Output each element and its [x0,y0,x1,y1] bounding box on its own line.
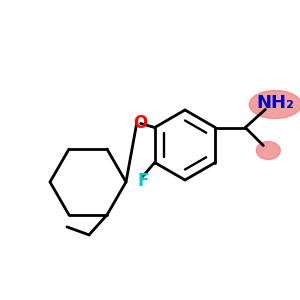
Text: NH₂: NH₂ [256,94,294,112]
Ellipse shape [256,142,280,160]
Ellipse shape [249,91,300,118]
Text: F: F [137,172,148,190]
Text: O: O [134,115,148,133]
